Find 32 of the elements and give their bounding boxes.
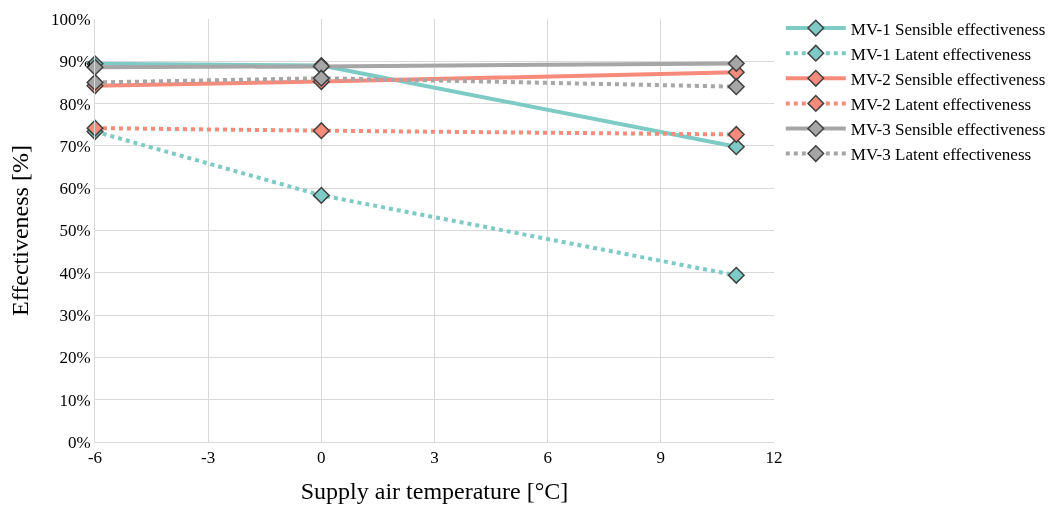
legend-label: MV-2 Latent effectiveness [850,95,1032,115]
legend-label: MV-3 Latent effectiveness [850,145,1032,165]
x-tick-label: 3 [430,448,439,468]
point [727,125,745,144]
y-tick-label: 70% [59,136,91,156]
y-tick-label: 100% [50,9,91,29]
legend-label: MV-1 Latent effectiveness [850,44,1032,64]
point [727,54,745,72]
y-tick-label: 10% [59,390,91,410]
point [312,186,330,204]
legend-label: MV-2 Sensible effectiveness [850,69,1046,89]
y-tick-label: 20% [59,348,91,368]
x-tick-label: 0 [317,448,326,468]
y-tick-label: 30% [59,306,91,326]
x-axis-title: Supply air temperature [°C] [300,477,569,504]
y-tick-label: 60% [59,179,91,199]
x-tick-label: -3 [201,448,216,468]
y-tick-label: 90% [59,52,91,72]
x-tick-label: 6 [543,448,552,468]
point [727,78,745,96]
point [312,69,330,87]
point [86,73,104,91]
y-axis-title: Effectiveness [%] [7,145,34,316]
point [727,266,745,284]
y-tick-label: 80% [59,94,91,114]
legend-label: MV-1 Sensible effectiveness [850,19,1046,39]
x-tick-label: 9 [656,448,666,468]
point [312,122,330,140]
y-tick-label: 50% [59,221,91,241]
x-tick-label: 12 [765,448,783,468]
legend-label: MV-3 Sensible effectiveness [850,120,1046,140]
y-tick-label: 40% [59,263,91,283]
